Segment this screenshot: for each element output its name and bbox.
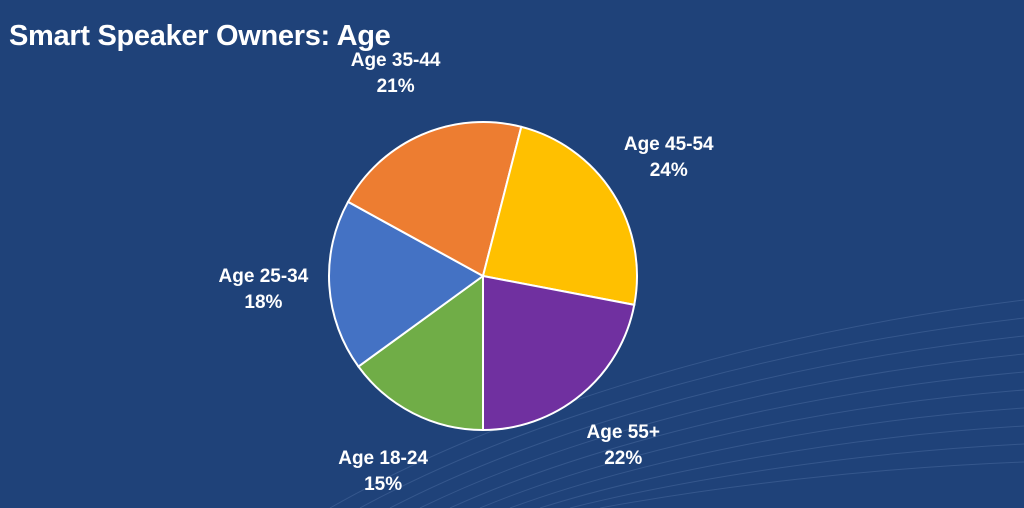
slice-label-percent: 15% [364, 474, 403, 496]
slice-label: Age 25-34 18% [219, 264, 309, 316]
pie-slice-age-55 [482, 274, 636, 432]
slice-label: Age 18-24 15% [338, 446, 428, 498]
chart-title: Smart Speaker Owners: Age [9, 20, 391, 52]
slice-label-name: Age 45-54 [623, 134, 714, 156]
slice-label-name: Age 18-24 [338, 448, 428, 470]
slice-label-percent: 24% [649, 160, 688, 182]
slice-label-percent: 22% [604, 447, 643, 469]
slice-label-name: Age 55+ [586, 421, 660, 443]
pie-slice-age-45-54 [481, 125, 638, 307]
pie-slice-age-25-34 [328, 200, 485, 368]
slice-label-percent: 18% [244, 291, 283, 313]
pie-slice-age-18-24 [357, 274, 484, 432]
slice-label: Age 45-54 24% [624, 132, 714, 184]
slice-label-name: Age 35-44 [350, 50, 441, 72]
slice-label-name: Age 25-34 [218, 265, 309, 287]
slice-label: Age 35-44 21% [351, 48, 441, 100]
pie-slice-age-35-44 [346, 121, 523, 278]
slice-label: Age 55+ 22% [587, 420, 660, 472]
slice-label-percent: 21% [376, 76, 415, 98]
